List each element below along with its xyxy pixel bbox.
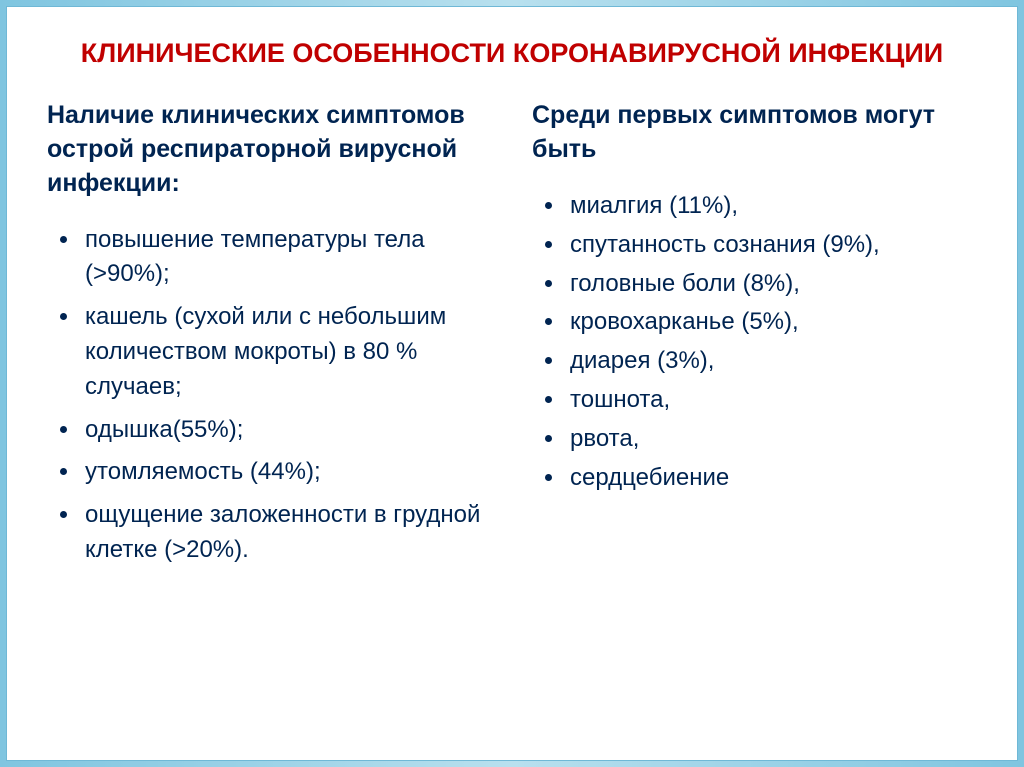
- list-item: рвота,: [566, 422, 977, 457]
- left-heading: Наличие клинических симптомов острой рес…: [47, 99, 492, 200]
- slide-inner: КЛИНИЧЕСКИЕ ОСОБЕННОСТИ КОРОНАВИРУСНОЙ И…: [6, 6, 1018, 761]
- list-item: спутанность сознания (9%),: [566, 228, 977, 263]
- columns-wrapper: Наличие клинических симптомов острой рес…: [47, 99, 977, 740]
- left-heading-line2: острой респираторной вирусной инфекции:: [47, 135, 457, 197]
- list-item: тошнота,: [566, 383, 977, 418]
- list-item: повышение температуры тела (>90%);: [81, 223, 492, 293]
- list-item: кровохарканье (5%),: [566, 305, 977, 340]
- slide-title: КЛИНИЧЕСКИЕ ОСОБЕННОСТИ КОРОНАВИРУСНОЙ И…: [47, 35, 977, 71]
- list-item: миалгия (11%),: [566, 189, 977, 224]
- left-column: Наличие клинических симптомов острой рес…: [47, 99, 492, 740]
- left-heading-line1: Наличие клинических симптомов: [47, 101, 465, 129]
- list-item: одышка(55%);: [81, 413, 492, 448]
- list-item: диарея (3%),: [566, 344, 977, 379]
- left-list: повышение температуры тела (>90%); кашел…: [47, 223, 492, 568]
- list-item: головные боли (8%),: [566, 267, 977, 302]
- list-item: кашель (сухой или с небольшим количество…: [81, 300, 492, 404]
- right-column: Среди первых симптомов могут быть миалги…: [532, 99, 977, 740]
- slide-frame: КЛИНИЧЕСКИЕ ОСОБЕННОСТИ КОРОНАВИРУСНОЙ И…: [0, 0, 1024, 767]
- list-item: сердцебиение: [566, 461, 977, 496]
- list-item: ощущение заложенности в грудной клетке (…: [81, 498, 492, 568]
- list-item: утомляемость (44%);: [81, 455, 492, 490]
- right-list: миалгия (11%), спутанность сознания (9%)…: [532, 189, 977, 495]
- right-heading: Среди первых симптомов могут быть: [532, 99, 977, 167]
